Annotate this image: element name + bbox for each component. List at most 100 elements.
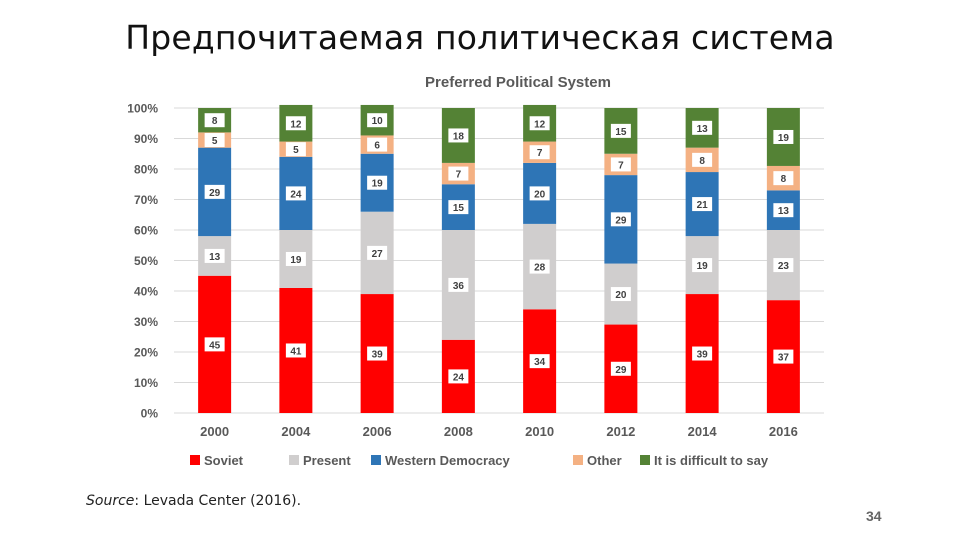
data-label: 7 xyxy=(537,148,543,159)
x-tick-label: 2006 xyxy=(363,424,392,439)
data-label-box xyxy=(367,137,388,152)
stacked-bar-chart: Preferred Political System 0% 10% 20% 30% 40… xyxy=(127,74,824,468)
data-label: 36 xyxy=(453,281,465,292)
data-label: 10 xyxy=(372,116,384,127)
data-label-box xyxy=(285,343,306,358)
data-label: 29 xyxy=(615,365,627,376)
data-label-box xyxy=(773,258,794,273)
x-tick-label: 2012 xyxy=(606,424,635,439)
data-label-box xyxy=(610,157,631,172)
x-axis-ticks: 2000 2004 2006 2008 2010 2012 2014 2016 xyxy=(200,424,798,439)
data-label-box xyxy=(367,245,388,260)
data-label-box xyxy=(610,361,631,376)
data-label-box xyxy=(692,197,713,212)
y-tick-label: 30% xyxy=(134,315,158,329)
data-label-box xyxy=(692,152,713,167)
data-label: 41 xyxy=(290,346,302,357)
data-labels: 45 13 29 5 8 41 19 24 5 12 39 27 19 6 10 24 36 15 7 18 34 28 2… xyxy=(204,113,794,384)
data-label-box xyxy=(529,354,550,369)
legend-swatch xyxy=(371,455,381,465)
data-label: 29 xyxy=(209,188,221,199)
data-label-box xyxy=(529,116,550,131)
legend: Soviet Present Western Democracy Other It is… xyxy=(190,453,769,468)
data-label-box xyxy=(610,212,631,227)
data-label: 20 xyxy=(534,189,546,200)
bars xyxy=(198,104,800,413)
legend-label: Present xyxy=(303,453,351,468)
legend-label: Other xyxy=(587,453,622,468)
y-axis-ticks: 0% 10% 20% 30% 40% 50% 60% 70% 80% 90% 100% xyxy=(127,102,158,421)
data-label: 39 xyxy=(372,350,384,361)
data-label: 28 xyxy=(534,263,546,274)
legend-swatch xyxy=(289,455,299,465)
data-label: 19 xyxy=(290,255,302,266)
data-label-box xyxy=(285,251,306,266)
legend-swatch xyxy=(573,455,583,465)
data-label-box xyxy=(204,184,225,199)
source-note: Source: Levada Center (2016). xyxy=(86,493,301,509)
data-label-box xyxy=(529,186,550,201)
data-label-box xyxy=(448,369,469,384)
data-label: 29 xyxy=(615,215,627,226)
data-label: 5 xyxy=(212,136,218,147)
data-label-box xyxy=(773,171,794,186)
data-label: 27 xyxy=(372,249,384,260)
data-label: 37 xyxy=(778,353,790,364)
data-label-box xyxy=(285,186,306,201)
x-tick-label: 2014 xyxy=(688,424,718,439)
legend-label: Western Democracy xyxy=(385,453,511,468)
source-text: : Levada Center (2016). xyxy=(134,493,302,509)
y-tick-label: 40% xyxy=(134,285,158,299)
y-tick-label: 0% xyxy=(141,407,159,421)
x-tick-label: 2000 xyxy=(200,424,229,439)
data-label-box xyxy=(773,203,794,218)
data-label: 7 xyxy=(456,170,462,181)
data-label-box xyxy=(448,128,469,143)
data-label: 23 xyxy=(778,261,790,272)
data-label: 8 xyxy=(212,116,218,127)
data-label: 24 xyxy=(453,372,465,383)
data-label-box xyxy=(692,120,713,135)
y-tick-label: 100% xyxy=(127,102,158,116)
x-tick-label: 2010 xyxy=(525,424,554,439)
data-label-box xyxy=(692,258,713,273)
y-tick-label: 90% xyxy=(134,132,158,146)
data-label: 15 xyxy=(615,127,627,138)
data-label: 13 xyxy=(209,252,221,263)
data-label: 8 xyxy=(699,156,705,167)
legend-swatch xyxy=(640,455,650,465)
data-label-box xyxy=(529,259,550,274)
data-label: 15 xyxy=(453,203,465,214)
grid-lines xyxy=(174,107,824,414)
x-tick-label: 2008 xyxy=(444,424,473,439)
data-label-box xyxy=(610,287,631,302)
data-label-box xyxy=(285,142,306,157)
y-tick-label: 10% xyxy=(134,376,158,390)
data-label: 45 xyxy=(209,340,221,351)
data-label: 24 xyxy=(290,189,302,200)
data-label: 12 xyxy=(534,119,546,130)
y-tick-label: 80% xyxy=(134,163,158,177)
x-tick-label: 2004 xyxy=(281,424,311,439)
data-label-box xyxy=(448,200,469,215)
data-label: 5 xyxy=(293,145,299,156)
data-label: 12 xyxy=(290,119,302,130)
data-label: 20 xyxy=(615,290,627,301)
data-label: 19 xyxy=(778,133,790,144)
data-label-box xyxy=(367,346,388,361)
data-label: 18 xyxy=(453,131,465,142)
data-label: 34 xyxy=(534,357,546,368)
data-label-box xyxy=(692,346,713,361)
data-label: 21 xyxy=(697,200,709,211)
x-tick-label: 2016 xyxy=(769,424,798,439)
legend-swatch xyxy=(190,455,200,465)
data-label: 19 xyxy=(372,179,384,190)
legend-label: It is difficult to say xyxy=(654,453,769,468)
data-label: 7 xyxy=(618,160,624,171)
data-label-box xyxy=(448,277,469,292)
data-label: 8 xyxy=(781,174,787,185)
data-label-box xyxy=(285,116,306,131)
data-label: 13 xyxy=(778,206,790,217)
data-label-box xyxy=(204,337,225,352)
y-tick-label: 70% xyxy=(134,193,158,207)
